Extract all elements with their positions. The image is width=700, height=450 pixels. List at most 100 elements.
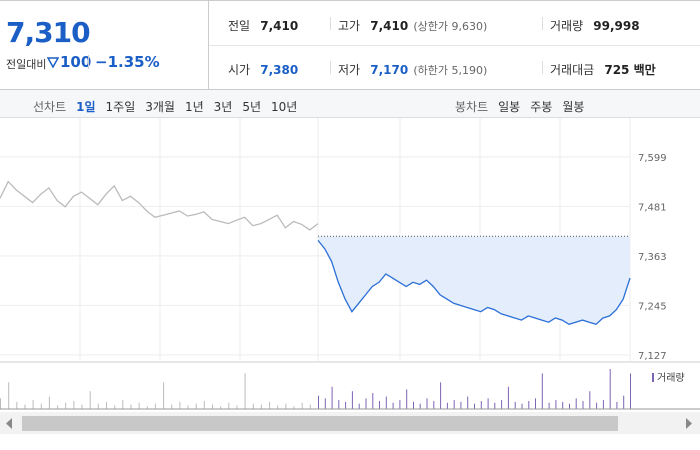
volume-bar: [467, 396, 469, 409]
price: 7,310: [6, 16, 91, 49]
legend-label: 거래량: [657, 372, 685, 384]
scroll-right[interactable]: [686, 418, 692, 429]
info-item: 시가 7,380: [228, 59, 298, 78]
volume-bar: [602, 400, 604, 409]
volume-bar: [179, 401, 181, 409]
volume-bar: [535, 398, 536, 409]
volume-bar: [89, 391, 91, 409]
info-label: 저가: [338, 63, 361, 77]
volume-bar: [487, 398, 489, 409]
info-note: (상한가 9,630): [413, 20, 488, 33]
info-value: 7,380: [260, 63, 299, 77]
volume-bar: [16, 401, 18, 409]
volume-bar: [399, 400, 401, 409]
tab[interactable]: 1년: [184, 100, 204, 114]
volume-bar: [507, 386, 509, 409]
volume-bar: [236, 405, 238, 409]
volume-bar: [252, 403, 254, 409]
info-label: 전일: [228, 19, 251, 33]
volume-bar: [419, 403, 421, 409]
change: 100: [60, 53, 92, 71]
volume-bar: [575, 398, 577, 409]
volume-bar: [138, 402, 140, 409]
tab[interactable]: 10년: [271, 100, 298, 114]
divider: [542, 61, 543, 74]
volume-bar: [228, 402, 230, 409]
volume-bar: [32, 400, 34, 409]
volume-bar: [171, 404, 173, 409]
volume-bar: [0, 398, 1, 409]
volume-bar: [57, 405, 59, 409]
info-item: 전일 7,410: [228, 15, 298, 34]
scroll-thumb[interactable]: [22, 416, 618, 431]
volume-bar: [195, 403, 197, 409]
volume-bar: [501, 400, 503, 409]
tab[interactable]: 월봉: [562, 100, 585, 114]
y-tick-label: 7,481: [638, 202, 667, 213]
volume-bar: [623, 395, 625, 409]
divider: [330, 61, 331, 74]
volume-bar: [114, 405, 116, 409]
volume-bar: [260, 404, 262, 409]
volume-bar: [106, 401, 107, 409]
info-label: 시가: [228, 63, 251, 77]
volume-bar: [541, 373, 543, 409]
tab[interactable]: 3년: [213, 100, 233, 114]
volume-bar: [154, 403, 156, 409]
tab[interactable]: 5년: [242, 100, 262, 114]
volume-bar: [372, 393, 374, 409]
volume-bar: [48, 396, 50, 409]
tab[interactable]: 일봉: [498, 100, 521, 114]
divider: [88, 55, 89, 69]
legend-swatch: [652, 373, 654, 382]
y-tick-label: 7,245: [638, 301, 667, 312]
volume-bar: [285, 403, 287, 409]
volume-bar: [514, 401, 516, 409]
volume-bar: [433, 401, 435, 409]
volume-bar: [453, 400, 455, 409]
divider: [209, 45, 700, 46]
tab[interactable]: 3개월: [145, 100, 175, 114]
tab-group-label: 선차트: [33, 100, 67, 114]
volume-bar: [474, 403, 475, 409]
volume-bar: [130, 404, 132, 409]
chart: 7,599 7,481 7,363 7,245 7,127 거래량: [0, 118, 700, 434]
volume-bar: [301, 402, 303, 409]
volume-bar: [494, 402, 496, 409]
volume-bar: [365, 398, 367, 409]
down-arrow: [47, 57, 59, 68]
volume-bar: [440, 382, 442, 409]
volume-bar: [163, 382, 165, 409]
divider: [330, 17, 331, 30]
volume-bar: [569, 403, 570, 409]
tab[interactable]: 1주일: [105, 100, 136, 114]
tab[interactable]: 주봉: [530, 100, 553, 114]
info-item: 거래량 99,998: [550, 15, 640, 34]
volume-bar: [413, 401, 414, 409]
volume-bar: [65, 402, 67, 409]
volume-bar: [40, 403, 42, 409]
price-line: [317, 239, 631, 326]
y-tick-label: 7,599: [638, 153, 667, 164]
info-label: 거래대금: [550, 63, 595, 77]
volume-bar: [392, 402, 394, 409]
volume-bar: [269, 401, 271, 409]
volume-bar: [358, 403, 360, 409]
volume-bar: [212, 404, 213, 409]
volume-bar: [351, 391, 353, 409]
info-value: 7,410: [260, 19, 299, 33]
volume-bar: [379, 401, 380, 409]
volume-bar: [609, 369, 611, 409]
info-note: (하한가 5,190): [413, 64, 488, 77]
scroll-left[interactable]: [6, 418, 12, 429]
y-tick-label: 7,363: [638, 252, 667, 263]
tab-group-label: 봉차트: [455, 100, 489, 114]
volume-bar: [97, 403, 99, 409]
tab[interactable]: 1일: [76, 100, 96, 114]
volume-bar: [81, 404, 83, 409]
line-tabs: 선차트 1일 1주일 3개월 1년 3년 5년 10년: [33, 96, 307, 115]
volume-bar: [426, 398, 428, 409]
info-value: 7,170: [370, 63, 409, 77]
volume-bar: [521, 403, 523, 409]
